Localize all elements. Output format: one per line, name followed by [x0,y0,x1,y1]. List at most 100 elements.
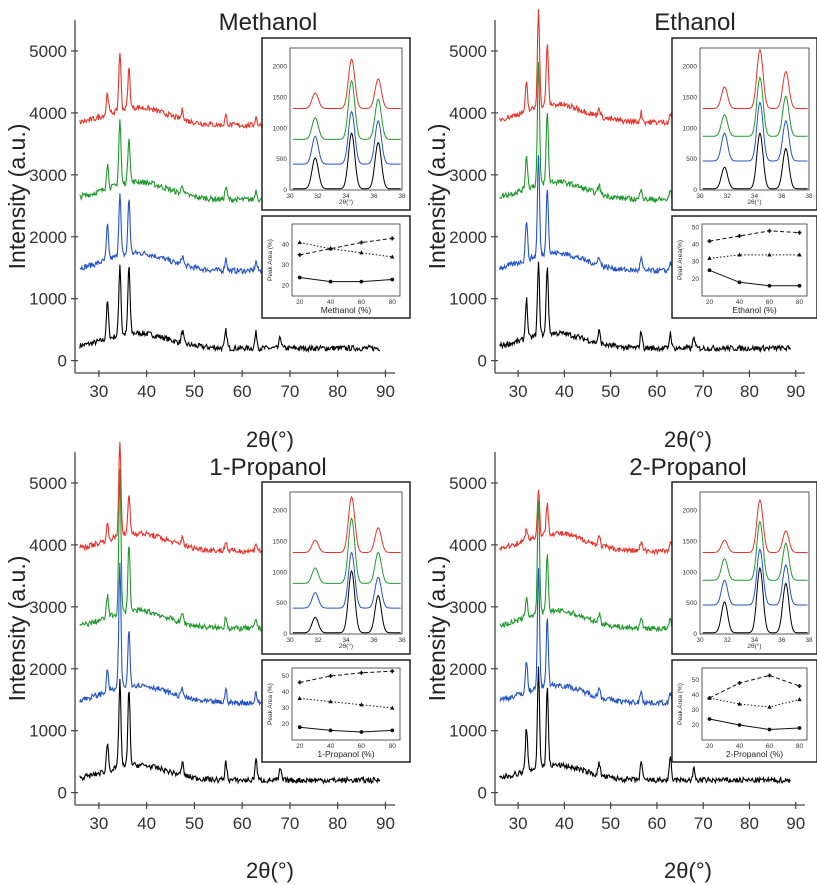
inset-area-y-tick: 50 [692,677,700,684]
x-tick-label: 50 [601,814,620,833]
x-tick-label: 90 [376,382,395,401]
x-tick-label: 30 [89,382,108,401]
peak-area-point [390,277,395,282]
peak-area-point [359,250,364,255]
peak-area-point [707,239,712,244]
peak-area-point [297,240,302,245]
panel-title: Methanol [219,9,318,36]
peak-area-line-dotted [709,254,800,259]
xrd-curve-1 [79,678,381,785]
peak-area-point [797,230,802,235]
y-tick-label: 3000 [29,166,67,185]
x-tick-label: 60 [233,814,252,833]
y-tick-label: 0 [58,352,67,371]
inset-xrd-x-tick: 38 [398,637,406,644]
inset-xrd-x-tick: 38 [805,193,813,200]
inset-area-x-title: Ethanol (%) [732,305,777,315]
peak-area-point [390,669,395,674]
peak-area-point [390,705,395,710]
inset-xrd-x-title: 2θ(°) [339,198,353,206]
inset-xrd-axes [289,491,403,635]
inset-xrd-axes [699,47,810,191]
y-tick-label: 2000 [29,228,67,247]
xrd-curve-1 [499,261,791,353]
inset-xrd-x-tick: 30 [696,637,704,644]
y-tick-label: 4000 [29,536,67,555]
peak-area-point [297,680,302,685]
inset-area-y-tick: 30 [282,705,290,712]
peak-area-point [767,704,772,709]
y-tick-label: 4000 [449,536,487,555]
x-tick-label: 70 [694,382,713,401]
inset-xrd-curve-3 [292,79,401,140]
peak-area-line-dotted [299,697,393,709]
peak-area-point [707,255,712,260]
inset-xrd-y-tick: 500 [686,600,697,607]
inset-area-axes [291,223,401,297]
x-tick-label: 30 [89,814,108,833]
x-tick-label: 60 [647,382,666,401]
x-tick-label: 80 [740,814,759,833]
y-tick-label: 2000 [449,228,487,247]
inset-xrd-y-tick: 1000 [273,569,288,576]
inset-xrd-curve-4 [702,498,808,553]
inset-area-x-tick: 40 [327,743,335,750]
y-tick-label: 5000 [29,42,67,61]
x-tick-label: 80 [740,382,759,401]
inset-area-x-title: Methanol (%) [321,305,372,315]
y-tick-label: 3000 [449,166,487,185]
peak-area-point [328,279,333,284]
inset-area-x-tick: 20 [706,743,714,750]
peak-area-point [707,268,712,273]
peak-area-point [737,723,742,727]
y-tick-label: 4000 [29,104,67,123]
inset-xrd-y-tick: 2000 [273,508,288,515]
peak-area-line-dashed [299,237,393,256]
inset-xrd-x-title: 2θ(°) [747,198,761,206]
peak-area-point [359,279,364,284]
peak-area-point [797,252,802,257]
inset-xrd-curve-4 [292,495,401,553]
xrd-curve-1 [499,666,791,785]
peak-area-line-solid [709,269,800,287]
peak-area-point [297,252,302,257]
panel-title: 2-Propanol [629,454,746,481]
peak-area-point [737,280,742,285]
y-tick-label: 3000 [449,598,487,617]
peak-area-point [797,684,802,688]
peak-area-point [359,730,364,734]
inset-xrd-x-tick: 34 [751,637,759,644]
x-tick-label: 70 [280,382,299,401]
x-tick-label: 90 [786,382,805,401]
y-axis-title: Intensity (a.u.) [4,556,30,702]
y-axis-title: Intensity (a.u.) [4,124,30,270]
inset-xrd-y-tick: 2000 [273,64,288,71]
x-tick-label: 50 [185,382,204,401]
inset-xrd-y-tick: 2000 [683,64,698,71]
inset-area-x-tick: 20 [296,299,304,306]
peak-area-line-solid [299,726,393,733]
peak-area-line-dashed [709,674,800,699]
inset-xrd-x-title: 2θ(°) [339,642,353,650]
x-tick-label: 50 [601,382,620,401]
inset-area-y-title: Peak Area (%) [677,683,684,725]
y-tick-label: 1000 [449,290,487,309]
inset-xrd-y-tick: 0 [283,187,287,194]
y-tick-label: 3000 [29,598,67,617]
y-tick-label: 2000 [449,660,487,679]
inset-area-y-tick: 50 [282,673,290,680]
peak-area-point [707,717,712,721]
inset-xrd-y-tick: 1500 [683,538,698,545]
inset-xrd-y-tick: 1000 [683,125,698,132]
inset-xrd-x-title: 2θ(°) [747,642,761,650]
inset-xrd-curve-4 [292,58,401,109]
peak-area-point [297,725,302,730]
y-tick-label: 0 [58,784,67,803]
y-axis-title: Intensity (a.u.) [424,556,450,702]
inset-xrd-curve-1 [702,132,808,190]
inset-xrd-x-tick: 36 [778,637,786,644]
inset-xrd-x-tick: 32 [724,637,732,644]
